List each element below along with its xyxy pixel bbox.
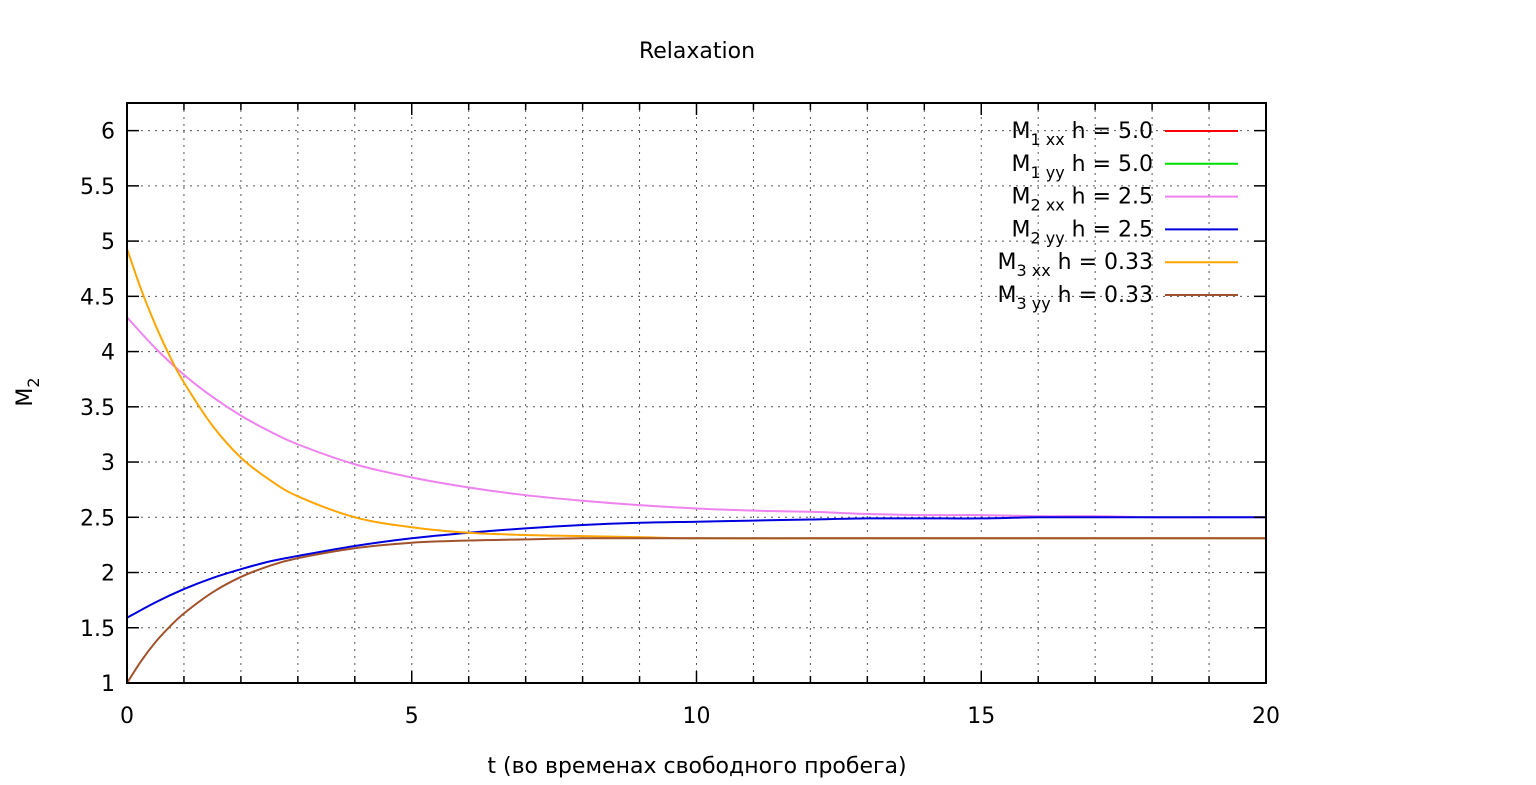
x-axis-label: t (во временах свободного пробега) <box>487 754 906 779</box>
y-tick-label: 1 <box>101 672 115 697</box>
x-tick-label: 20 <box>1252 704 1280 729</box>
series-line-4 <box>126 516 1266 619</box>
x-tick-label: 15 <box>967 704 995 729</box>
legend-label: M3 xx h = 0.33 <box>997 250 1153 280</box>
y-tick-label: 4 <box>101 341 115 366</box>
y-tick-label: 2.5 <box>80 506 115 531</box>
legend-label: M1 yy h = 5.0 <box>1011 152 1153 182</box>
tick-labels: 0 5 10 15 20 1 1.5 2 2.5 3 3.5 4 4.5 5 5.5 6 <box>80 120 1280 729</box>
legend-item: M2 yy h = 2.5 <box>1011 217 1238 247</box>
y-axis-label-sub: 2 <box>24 377 43 387</box>
legend-item: M1 xx h = 5.0 <box>1011 119 1238 149</box>
x-tick-label: 10 <box>683 704 711 729</box>
legend-label: M1 xx h = 5.0 <box>1011 119 1153 149</box>
y-tick-label: 3.5 <box>80 396 115 421</box>
legend-label: M2 xx h = 2.5 <box>1011 185 1153 215</box>
y-tick-label: 4.5 <box>80 285 115 310</box>
y-tick-label: 6 <box>101 120 115 145</box>
legend-item: M3 xx h = 0.33 <box>997 250 1238 280</box>
chart-title: Relaxation <box>639 39 755 64</box>
legend-label: M2 yy h = 2.5 <box>1011 217 1153 247</box>
series-line-6 <box>126 537 1266 684</box>
y-tick-label: 5.5 <box>80 175 115 200</box>
x-tick-label: 5 <box>405 704 419 729</box>
legend: M1 xx h = 5.0M1 yy h = 5.0M2 xx h = 2.5M… <box>997 119 1238 313</box>
grid <box>127 103 1266 683</box>
y-axis-label-base: M <box>13 388 38 407</box>
x-tick-label: 0 <box>120 704 134 729</box>
y-axis-label: M2 <box>13 377 43 406</box>
y-tick-label: 5 <box>101 230 115 255</box>
legend-item: M1 yy h = 5.0 <box>1011 152 1238 182</box>
ticks <box>126 103 1267 684</box>
legend-item: M2 xx h = 2.5 <box>1011 185 1238 215</box>
y-tick-label: 3 <box>101 451 115 476</box>
y-tick-label: 2 <box>101 562 115 587</box>
legend-label: M3 yy h = 0.33 <box>997 283 1153 313</box>
y-tick-label: 1.5 <box>80 617 115 642</box>
series-line-3 <box>126 316 1266 519</box>
legend-item: M3 yy h = 0.33 <box>997 283 1238 313</box>
